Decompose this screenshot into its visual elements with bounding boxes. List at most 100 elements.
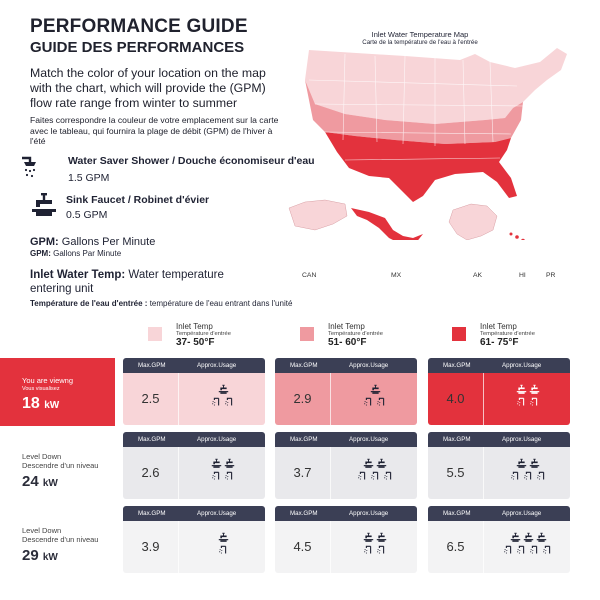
shower-icon [503, 545, 514, 558]
col-header-max-gpm: Max.GPM [290, 436, 318, 443]
col-header-approx-usage: Approx.Usage [502, 362, 542, 369]
shower-icon [363, 545, 374, 558]
shower-icon [510, 471, 521, 484]
card-row-1-col-1: Max.GPM Approx.Usage 2.5 [123, 358, 265, 425]
legend-swatch-mild [300, 327, 314, 341]
gpm-label: GPM: [30, 236, 59, 248]
card-divider [178, 521, 179, 573]
usage-icons [333, 458, 417, 484]
card-row-1-col-2: Max.GPM Approx.Usage 2.9 [275, 358, 417, 425]
card-row-2-col-3: Max.GPM Approx.Usage 5.5 [428, 432, 570, 499]
faucet-icon [516, 384, 527, 397]
row-2-sub: Descendre d'un niveau [22, 461, 99, 470]
faucet-icon [529, 458, 540, 471]
legend-cold-range: 37- 50°F [176, 337, 215, 348]
row-1-kw-value: 18 [22, 395, 40, 412]
col-header-approx-usage: Approx.Usage [197, 362, 237, 369]
usage-icons [486, 532, 570, 558]
card-header: Max.GPM Approx.Usage [275, 506, 417, 521]
card-row-1-col-3: Max.GPM Approx.Usage 4.0 [428, 358, 570, 425]
usage-icons [181, 532, 265, 558]
max-gpm-value: 6.5 [446, 539, 465, 554]
inlet-label: Inlet Water Temp: [30, 269, 126, 281]
legend-mild-range: 51- 60°F [328, 337, 367, 348]
shower-icon [211, 397, 222, 410]
shower-icon [516, 545, 527, 558]
legend-warm-range: 61- 75°F [480, 337, 519, 348]
card-header: Max.GPM Approx.Usage [275, 432, 417, 447]
shower-icon [22, 156, 36, 178]
legend-swatch-cold [148, 327, 162, 341]
row-1-kw-unit: kW [44, 400, 60, 411]
faucet-icon [370, 384, 381, 397]
legend-warm: Inlet Temp Température d'entrée 61- 75°F [480, 322, 535, 348]
map-canada [288, 199, 348, 231]
card-divider [330, 373, 331, 425]
faucet-icon [363, 458, 374, 471]
shower-icon [357, 471, 368, 484]
card-body [275, 373, 417, 425]
col-header-max-gpm: Max.GPM [443, 510, 471, 517]
col-header-max-gpm: Max.GPM [138, 362, 166, 369]
usage-icons [486, 384, 570, 410]
usage-icons [333, 532, 417, 558]
card-body [428, 521, 570, 573]
shower-icon [536, 471, 547, 484]
col-header-max-gpm: Max.GPM [443, 436, 471, 443]
col-header-max-gpm: Max.GPM [138, 510, 166, 517]
map-hawaii [509, 232, 525, 240]
legend-cold-title: Inlet Temp [176, 322, 213, 331]
card-divider [178, 373, 179, 425]
col-header-approx-usage: Approx.Usage [197, 510, 237, 517]
col-header-approx-usage: Approx.Usage [197, 436, 237, 443]
faucet-icon [510, 532, 521, 545]
map-state-lines [308, 53, 526, 161]
col-header-max-gpm: Max.GPM [290, 362, 318, 369]
legend-mild-title: Inlet Temp [328, 322, 365, 331]
faucet-icon [224, 458, 235, 471]
map-alaska [448, 203, 498, 240]
usage-icons [181, 458, 265, 484]
max-gpm-value: 2.5 [141, 391, 160, 406]
row-2-kw-unit: kW [42, 478, 58, 489]
inlet-definition-fr: Température de l'eau d'entrée : températ… [30, 299, 298, 309]
inlet-definition: Inlet Water Temp: Water temperature ente… [30, 268, 245, 296]
map-label-mexico: MX [391, 272, 402, 279]
current-row-highlight [0, 358, 115, 426]
map-label-puerto-rico: PR [546, 272, 556, 279]
card-header: Max.GPM Approx.Usage [123, 432, 265, 447]
map-region-cold [305, 48, 567, 124]
max-gpm-value: 4.5 [293, 539, 312, 554]
legend-cold-sub: Température d'entrée [176, 331, 231, 337]
faucet-icon [523, 532, 534, 545]
shower-icon [376, 397, 387, 410]
faucet-icon [376, 532, 387, 545]
intro-text-fr: Faites correspondre la couleur de votre … [30, 115, 279, 146]
col-header-approx-usage: Approx.Usage [349, 436, 389, 443]
page-subtitle: GUIDE DES PERFORMANCES [30, 39, 245, 56]
card-header: Max.GPM Approx.Usage [428, 506, 570, 521]
legend-mild: Inlet Temp Température d'entrée 51- 60°F [328, 322, 383, 348]
inlet-sub-label: Température de l'eau d'entrée : [30, 299, 148, 308]
card-header: Max.GPM Approx.Usage [123, 358, 265, 373]
faucet-icon [516, 458, 527, 471]
card-body [275, 447, 417, 499]
card-row-2-col-1: Max.GPM Approx.Usage 2.6 [123, 432, 265, 499]
row-2-kw-value: 24 [22, 473, 39, 490]
card-divider [178, 447, 179, 499]
legend-warm-title: Inlet Temp [480, 322, 517, 331]
shower-icon [211, 471, 222, 484]
gpm-definition-fr: GPM: Gallons Par Minute [30, 249, 121, 258]
shower-icon [224, 397, 235, 410]
col-header-max-gpm: Max.GPM [443, 362, 471, 369]
col-header-approx-usage: Approx.Usage [502, 436, 542, 443]
card-header: Max.GPM Approx.Usage [123, 506, 265, 521]
card-header: Max.GPM Approx.Usage [428, 358, 570, 373]
card-body [123, 521, 265, 573]
card-body [428, 373, 570, 425]
gpm-definition: GPM: Gallons Per Minute [30, 236, 155, 248]
shower-icon [542, 545, 553, 558]
legend-cold: Inlet Temp Température d'entrée 37- 50°F [176, 322, 231, 348]
shower-icon [516, 397, 527, 410]
usage-icons [486, 458, 570, 484]
